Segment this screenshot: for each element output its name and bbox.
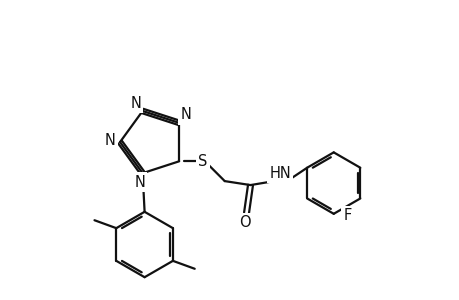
Text: N: N [105, 133, 115, 148]
Text: N: N [180, 107, 191, 122]
Text: HN: HN [269, 166, 291, 181]
Text: O: O [238, 215, 250, 230]
Text: N: N [134, 175, 145, 190]
Text: S: S [198, 154, 207, 169]
Text: N: N [130, 96, 141, 111]
Text: F: F [343, 208, 351, 223]
